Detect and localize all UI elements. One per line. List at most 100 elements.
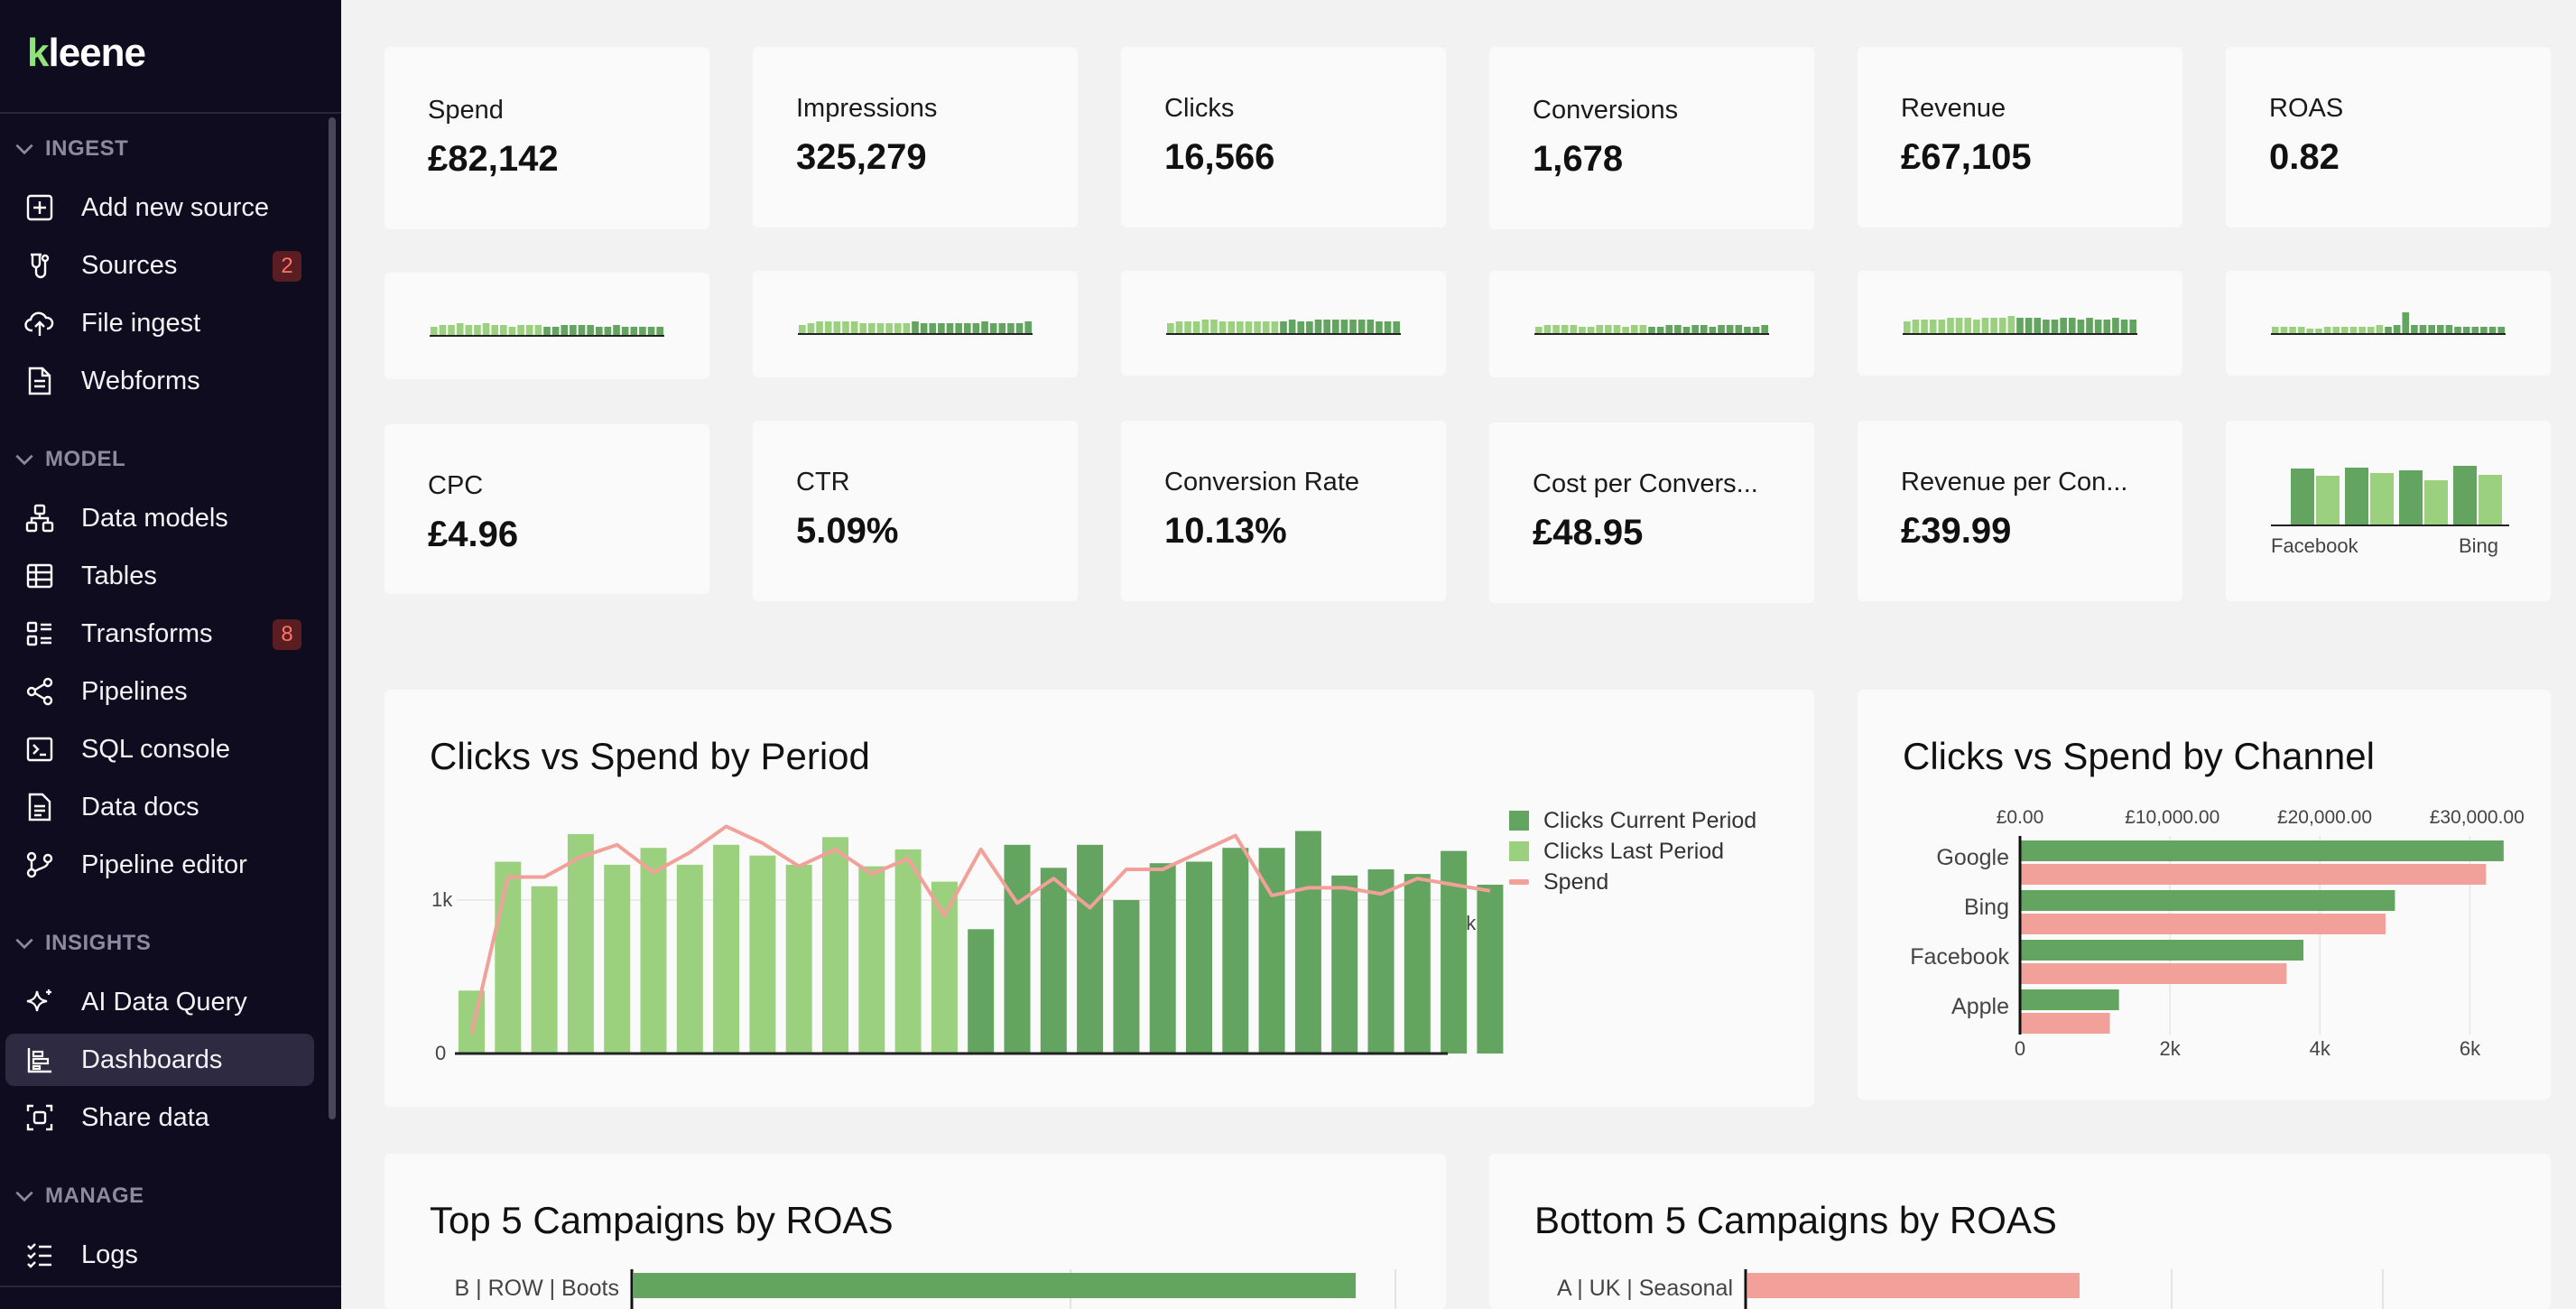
sidebar-item-webforms[interactable]: Webforms <box>5 355 314 407</box>
sparkline-bar <box>2086 318 2093 334</box>
sidebar-item-label: Pipeline editor <box>81 849 247 879</box>
sidebar-item-transforms[interactable]: Transforms 8 <box>5 608 314 660</box>
sparkline-bar <box>1288 320 1296 334</box>
sparkline-bar <box>1744 327 1751 334</box>
sparkline-bar <box>2007 316 2015 334</box>
bar <box>1149 863 1176 1054</box>
kpi-card-clicks[interactable]: Clicks 16,566 <box>1121 47 1446 227</box>
kleene-logo[interactable]: kleene <box>27 31 146 75</box>
sidebar-item-add-new-source[interactable]: Add new source <box>5 181 314 234</box>
mini-bar <box>2370 473 2394 525</box>
sparkline-card-revenue[interactable] <box>1858 271 2182 376</box>
sparkline-card-impressions[interactable] <box>753 271 1078 377</box>
x-tick-label: 0 <box>2015 1037 2025 1060</box>
kpi-card-roas[interactable]: ROAS 0.82 <box>2226 47 2551 227</box>
sparkline-card-spend[interactable] <box>385 273 709 379</box>
panel-clicks-vs-spend-by-period[interactable]: Clicks vs Spend by Period 1k 0 5k Clicks… <box>385 690 1814 1107</box>
hierarchy-icon <box>23 502 56 534</box>
mini-bar-card[interactable]: Facebook Bing <box>2226 421 2551 601</box>
kpi-value: 0.82 <box>2269 137 2340 177</box>
legend-item-last[interactable]: Clicks Last Period <box>1509 836 1756 867</box>
bar <box>1040 868 1067 1054</box>
bar <box>858 866 885 1054</box>
sparkline-bar <box>587 325 594 336</box>
spend-bar <box>2020 914 2386 934</box>
sparkline-bar <box>2471 327 2479 334</box>
sidebar-item-tables[interactable]: Tables <box>5 550 314 602</box>
sparkline-bar <box>2341 327 2349 334</box>
sidebar-item-share-data[interactable]: Share data <box>5 1091 314 1144</box>
kpi-label: Conversion Rate <box>1164 468 1359 497</box>
sidebar-item-pipeline-editor[interactable]: Pipeline editor <box>5 839 314 891</box>
category-label: A | UK | Seasonal <box>1557 1276 1733 1301</box>
kpi-card-impressions[interactable]: Impressions 325,279 <box>753 47 1078 227</box>
bar[interactable] <box>634 1273 1356 1298</box>
sidebar-item-file-ingest[interactable]: File ingest <box>5 297 314 349</box>
y-tick-label: 0 <box>435 1042 446 1064</box>
sidebar-divider <box>0 1286 341 1287</box>
sidebar-item-label: Webforms <box>81 366 200 395</box>
sidebar-item-dashboards[interactable]: Dashboards <box>5 1034 314 1086</box>
kpi-card-revenue-per-conversion[interactable]: Revenue per Con... £39.99 <box>1858 421 2182 601</box>
transforms-badge: 8 <box>273 619 301 650</box>
sparkline-bar <box>1709 327 1717 334</box>
sparkline-bar <box>2112 318 2119 334</box>
sparkline-bar <box>570 325 577 336</box>
sparkline-bar <box>2402 312 2410 334</box>
kpi-card-conversion-rate[interactable]: Conversion Rate 10.13% <box>1121 421 1446 601</box>
panel-clicks-vs-spend-by-channel[interactable]: Clicks vs Spend by Channel 0 2k 4k 6k £0.00 £… <box>1858 690 2551 1100</box>
dashboard-icon <box>23 1044 56 1076</box>
sparkline-bar <box>842 321 849 334</box>
legend-item-spend[interactable]: Spend <box>1509 867 1756 897</box>
sidebar-item-data-models[interactable]: Data models <box>5 492 314 544</box>
sparkline-bar <box>1024 321 1032 334</box>
sparkline-bar <box>656 327 663 336</box>
sidebar-item-sources[interactable]: Sources 2 <box>5 239 314 292</box>
sparkline-bar <box>613 325 620 336</box>
sidebar-item-sql-console[interactable]: SQL console <box>5 723 314 775</box>
sparkline-bar <box>2315 329 2322 334</box>
sparkline-bar <box>448 325 455 336</box>
bar[interactable] <box>1747 1273 2080 1298</box>
kpi-value: 325,279 <box>796 137 927 177</box>
kpi-label: ROAS <box>2269 94 2344 123</box>
panel-bottom-5-campaigns[interactable]: Bottom 5 Campaigns by ROAS A | UK | Seas… <box>1489 1154 2551 1309</box>
sparkline-bar <box>1570 325 1578 334</box>
section-model[interactable]: MODEL <box>13 441 125 478</box>
sparkline-bar <box>1700 325 1708 334</box>
legend-item-current[interactable]: Clicks Current Period <box>1509 805 1756 836</box>
sparkline-card-conversions[interactable] <box>1489 271 1814 377</box>
sparkline-bar <box>1297 321 1305 334</box>
sparkline-bar <box>1912 320 1920 334</box>
kpi-card-ctr[interactable]: CTR 5.09% <box>753 421 1078 601</box>
sidebar-item-data-docs[interactable]: Data docs <box>5 781 314 833</box>
sidebar-scrollbar[interactable] <box>329 117 336 1119</box>
sidebar-item-logs[interactable]: Logs <box>5 1229 314 1281</box>
category-label: Bing <box>1964 895 2009 920</box>
checklist-icon <box>23 1239 56 1271</box>
panel-top-5-campaigns[interactable]: Top 5 Campaigns by ROAS B | ROW | Boots <box>385 1154 1446 1309</box>
sparkline-bar <box>2393 325 2401 334</box>
kpi-card-cost-per-conversion[interactable]: Cost per Convers... £48.95 <box>1489 422 1814 603</box>
sparkline-bar <box>2480 327 2488 334</box>
kpi-card-conversions[interactable]: Conversions 1,678 <box>1489 47 1814 229</box>
chart-legend: Clicks Current Period Clicks Last Period… <box>1509 805 1756 897</box>
sparkline-bar <box>1622 327 1629 334</box>
kpi-card-revenue[interactable]: Revenue £67,105 <box>1858 47 2182 227</box>
sparkline-bar <box>2051 320 2059 334</box>
sparkline-bar <box>2454 327 2461 334</box>
kpi-card-spend[interactable]: Spend £82,142 <box>385 47 709 229</box>
kpi-label: Spend <box>428 96 504 125</box>
chevron-down-icon <box>15 144 33 155</box>
section-manage[interactable]: MANAGE <box>13 1178 144 1214</box>
sparkline-card-clicks[interactable] <box>1121 271 1446 376</box>
section-insights[interactable]: INSIGHTS <box>13 925 151 961</box>
sparkline-card-roas[interactable] <box>2226 271 2551 376</box>
sparkline-bar <box>2025 318 2033 334</box>
sparkline-bar <box>1393 321 1400 334</box>
section-ingest[interactable]: INGEST <box>13 131 128 167</box>
sidebar-item-ai-data-query[interactable]: AI Data Query <box>5 976 314 1028</box>
kpi-card-cpc[interactable]: CPC £4.96 <box>385 424 709 594</box>
sidebar-item-pipelines[interactable]: Pipelines <box>5 665 314 718</box>
sparkline-bar <box>816 321 823 334</box>
